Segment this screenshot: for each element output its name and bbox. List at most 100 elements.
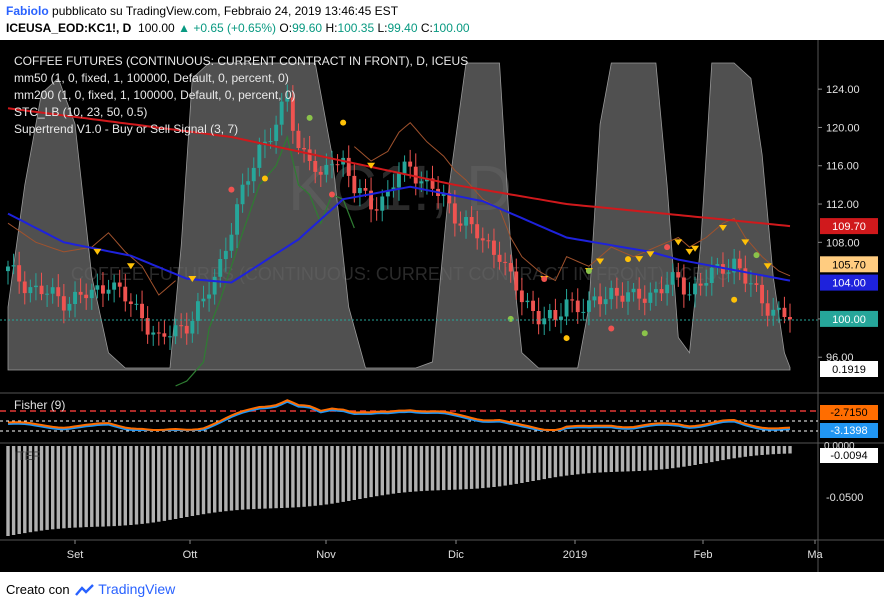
candle-body [201,298,206,302]
candle-body [626,292,630,302]
candle-body [492,240,496,255]
itef-bar [626,446,630,472]
itef-bar [637,446,641,471]
itef-bar [615,446,619,472]
itef-bar [56,446,60,529]
candle-body [11,265,16,267]
candle-body [257,144,262,168]
itef-bar [469,446,474,489]
candle-body [168,336,172,338]
candle-body [145,318,150,335]
moving-averages [7,107,791,284]
candle-body [363,188,368,191]
itef-bar [280,446,284,508]
close-value: 100.00 [432,21,470,35]
itef-bar [553,446,558,478]
itef-bar [324,446,329,505]
candle-body [737,258,742,269]
candle-body [642,298,647,303]
sell-triangle-marker [741,239,750,246]
itef-bar [442,446,446,491]
sell-triangle-marker [635,256,644,263]
itef-bar [218,446,222,512]
candle-body [240,184,245,205]
price-badge-mm50 [820,274,878,291]
footer-brand[interactable]: TradingView [98,581,176,597]
candle-body [620,295,625,302]
candle-body [693,283,697,295]
itef-pane: ITEF 0.0000 -0.0094 -0.0500 [6,441,878,536]
itef-bar [408,446,412,492]
itef-bar [319,446,323,506]
itef-bar [201,446,206,515]
candle-body [380,196,385,211]
candle-body [324,164,329,175]
time-tick-label: Set [67,549,84,561]
itef-bar [386,446,390,495]
candle-body [6,266,10,272]
itef-bar [6,446,10,536]
candle-body [525,300,530,303]
time-tick-label: 2019 [563,549,587,561]
candle-body [430,178,435,189]
candle-body [39,285,44,295]
low-value: 99.40 [387,21,418,35]
candle-body [748,283,753,285]
itef-bar [257,446,262,509]
itef-bar [397,446,401,493]
itef-bar [101,446,105,527]
candle-body [173,325,178,337]
itef-bar [430,446,435,491]
high-label: H: [325,21,338,35]
itef-bar [743,446,747,457]
chart-legend: COFFEE FUTURES (CONTINUOUS: CURRENT CONT… [14,54,468,136]
itef-bar [84,446,88,528]
itef-bar [179,446,183,518]
ohlc-line: ICEUSA_EOD:KC1!, D 100.00 ▲ +0.65 (+0.65… [6,21,470,35]
price-badge-supertrend [820,256,878,273]
candle-body [207,294,211,299]
candle-body [67,303,72,311]
candle-body [503,261,508,263]
itef-bar [537,446,541,481]
candle-body [598,296,602,305]
candle-body [542,318,547,325]
author-name[interactable]: Fabiolo [6,4,49,18]
candle-body [726,272,731,274]
candle-body [134,303,139,305]
signal-markers [93,114,772,342]
fisher-signal-line [7,400,791,431]
itef-bar [263,446,267,509]
price-tick-label: 124.00 [826,84,860,96]
itef-bar [330,446,334,504]
footer: Creato con TradingView [6,581,175,598]
signal-dot-marker [541,276,548,283]
candle-body [296,130,301,148]
itef-bar [659,446,664,470]
itef-bar [39,446,44,531]
candle-body [397,173,401,188]
candle-body [458,223,463,226]
itef-tick-top: 0.0000 [824,441,855,452]
candle-body [117,282,122,287]
itef-bar [213,446,217,513]
candle-body [408,161,413,167]
candle-body [771,309,776,316]
time-axis[interactable]: Set Ott Nov Dic 2019 Feb Ma [67,540,824,561]
legend-line: STC_LB (10, 23, 50, 0.5) [14,105,147,119]
time-tick-label: Ma [807,549,823,561]
candle-body [497,254,502,262]
candle-body [184,325,189,334]
itef-bar [235,446,239,511]
itef-bar [268,446,273,509]
itef-bar [453,446,457,490]
tradingview-logo-icon [75,583,95,596]
itef-bar [509,446,513,485]
candle-body [374,209,379,211]
itef-bar [112,446,116,527]
time-tick-label: Feb [694,549,713,561]
itef-bar [542,446,546,480]
itef-bar [296,446,301,508]
candle-body [279,101,284,125]
chart-canvas[interactable]: KC1!, D COFFEE FUTURES (CONTINUOUS: CURR… [0,40,884,572]
